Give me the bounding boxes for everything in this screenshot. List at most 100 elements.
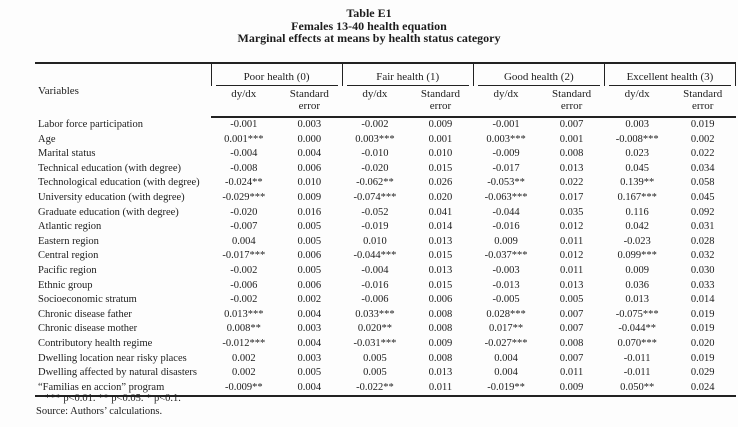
dydx-value: -0.022** bbox=[356, 381, 394, 393]
standard-error-value: 0.019 bbox=[690, 323, 715, 335]
standard-error-value: 0.005 bbox=[297, 235, 322, 247]
subheader-se-poor: Standard error bbox=[276, 86, 343, 118]
standard-error-value: 0.013 bbox=[559, 279, 584, 291]
dydx-value: 0.003*** bbox=[486, 133, 526, 145]
dydx-value: 0.050** bbox=[620, 381, 655, 393]
standard-error-value: 0.026 bbox=[428, 177, 453, 189]
standard-error-value: 0.003 bbox=[297, 119, 322, 130]
variable-name: Labor force participation bbox=[38, 118, 143, 130]
subheader-dydx-good: dy/dx bbox=[473, 86, 539, 118]
standard-error-value: 0.017 bbox=[559, 191, 584, 203]
dydx-value: -0.011 bbox=[623, 352, 651, 364]
table-row: Socioeconomic stratum -0.002 0.002 -0.006 0.… bbox=[35, 293, 736, 308]
variable-name: Ethnic group bbox=[38, 279, 93, 291]
standard-error-value: 0.002 bbox=[690, 133, 715, 145]
standard-error-value: 0.045 bbox=[690, 191, 715, 203]
dydx-value: -0.013 bbox=[492, 279, 520, 291]
dydx-value: -0.012*** bbox=[222, 337, 266, 349]
dydx-value: -0.044*** bbox=[353, 250, 397, 262]
table-row: University education (with degree) -0.029… bbox=[35, 191, 736, 206]
dydx-value: -0.002 bbox=[230, 294, 258, 306]
dydx-value: 0.002 bbox=[231, 367, 256, 379]
table-row: Dwelling affected by natural disasters 0.… bbox=[35, 366, 736, 381]
table-row: Pacific region -0.002 0.005 -0.004 0.013 -0.0… bbox=[35, 264, 736, 279]
dydx-value: -0.017 bbox=[492, 162, 520, 174]
dydx-value: -0.011 bbox=[623, 367, 651, 379]
table-row: Atlantic region -0.007 0.005 -0.019 0.014 -0.… bbox=[35, 220, 736, 235]
dydx-value: -0.074*** bbox=[353, 191, 397, 203]
dydx-value: -0.016 bbox=[492, 221, 520, 233]
dydx-value: 0.001*** bbox=[224, 133, 264, 145]
standard-error-value: 0.006 bbox=[297, 279, 322, 291]
standard-error-value: 0.011 bbox=[559, 235, 584, 247]
dydx-value: -0.019** bbox=[487, 381, 525, 393]
standard-error-value: 0.005 bbox=[559, 294, 584, 306]
standard-error-value: 0.013 bbox=[428, 367, 453, 379]
table-title-block: Table E1 Females 13-40 health equation M… bbox=[0, 0, 738, 45]
variable-name: University education (with degree) bbox=[38, 191, 185, 203]
dydx-value: 0.004 bbox=[231, 235, 256, 247]
subheader-se-fair: Standard error bbox=[407, 86, 474, 118]
dydx-value: -0.002 bbox=[230, 264, 258, 276]
standard-error-value: 0.012 bbox=[559, 221, 584, 233]
dydx-value: 0.009 bbox=[625, 264, 649, 276]
variable-name: Central region bbox=[38, 250, 99, 262]
standard-error-value: 0.013 bbox=[559, 162, 584, 174]
standard-error-value: 0.006 bbox=[297, 250, 322, 262]
dydx-value: 0.003*** bbox=[355, 133, 395, 145]
variable-name: Eastern region bbox=[38, 235, 99, 247]
dydx-value: 0.013 bbox=[625, 294, 649, 306]
dydx-value: -0.075*** bbox=[615, 308, 659, 320]
table-row: Labor force participation -0.001 0.003 -0.0… bbox=[35, 117, 736, 133]
variable-name: Dwelling affected by natural disasters bbox=[38, 367, 198, 379]
standard-error-value: 0.008 bbox=[559, 148, 584, 160]
table-row: Technological education (with degree) -0.… bbox=[35, 176, 736, 191]
variables-label: Variables bbox=[38, 84, 79, 97]
standard-error-value: 0.005 bbox=[297, 221, 322, 233]
standard-error-value: 0.014 bbox=[690, 294, 715, 306]
dydx-value: 0.139** bbox=[620, 177, 655, 189]
standard-error-value: 0.004 bbox=[297, 308, 322, 320]
standard-error-value: 0.008 bbox=[428, 352, 453, 364]
table-row: Graduate education (with degree) -0.020 0.… bbox=[35, 206, 736, 221]
dydx-value: 0.033*** bbox=[355, 308, 395, 320]
standard-error-value: 0.013 bbox=[428, 264, 453, 276]
standard-error-value: 0.009 bbox=[297, 191, 322, 203]
dydx-value: -0.006 bbox=[230, 279, 258, 291]
significance-note: *** p<0.01. ** p<0.05. * p<0.1. bbox=[45, 393, 181, 404]
dydx-value: -0.004 bbox=[230, 148, 258, 160]
dydx-value: -0.008*** bbox=[615, 133, 659, 145]
dydx-value: 0.099*** bbox=[617, 250, 657, 262]
standard-error-value: 0.016 bbox=[297, 206, 322, 218]
dydx-value: -0.001 bbox=[230, 119, 258, 130]
table-footnotes: *** p<0.01. ** p<0.05. * p<0.1. Source: … bbox=[35, 392, 181, 418]
dydx-value: -0.008 bbox=[230, 162, 258, 174]
variable-name: Chronic disease father bbox=[38, 308, 132, 320]
standard-error-value: 0.015 bbox=[428, 250, 453, 262]
table-row: Chronic disease father 0.013*** 0.004 0.033… bbox=[35, 308, 736, 323]
standard-error-value: 0.015 bbox=[428, 279, 453, 291]
standard-error-value: 0.005 bbox=[297, 264, 322, 276]
standard-error-value: 0.009 bbox=[428, 119, 453, 130]
variable-name: Age bbox=[38, 133, 56, 145]
standard-error-value: 0.022 bbox=[559, 177, 584, 189]
variable-name: Technological education (with degree) bbox=[38, 177, 200, 189]
variable-name: Atlantic region bbox=[38, 221, 102, 233]
dydx-value: -0.029*** bbox=[222, 191, 266, 203]
dydx-value: 0.005 bbox=[363, 367, 387, 379]
dydx-value: -0.037*** bbox=[484, 250, 528, 262]
dydx-value: -0.005 bbox=[492, 294, 520, 306]
dydx-value: 0.023 bbox=[625, 148, 649, 160]
table-row: Technical education (with degree) -0.008 0… bbox=[35, 162, 736, 177]
dydx-value: -0.006 bbox=[361, 294, 389, 306]
dydx-value: -0.020 bbox=[230, 206, 258, 218]
standard-error-value: 0.032 bbox=[690, 250, 715, 262]
dydx-value: -0.016 bbox=[361, 279, 389, 291]
dydx-value: -0.020 bbox=[361, 162, 389, 174]
dydx-value: 0.009 bbox=[494, 235, 518, 247]
dydx-value: -0.031*** bbox=[353, 337, 397, 349]
standard-error-value: 0.008 bbox=[428, 308, 453, 320]
standard-error-value: 0.012 bbox=[559, 250, 584, 262]
standard-error-value: 0.020 bbox=[690, 337, 715, 349]
